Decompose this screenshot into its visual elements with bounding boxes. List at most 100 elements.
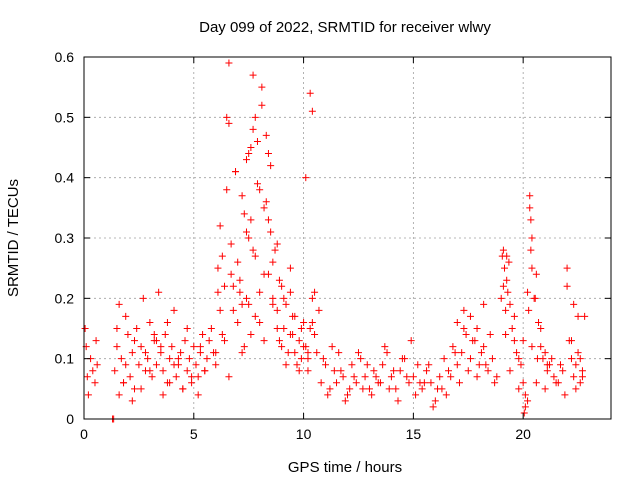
y-tick-label: 0.1 (55, 351, 75, 367)
data-point (425, 361, 433, 369)
data-point (113, 343, 121, 351)
data-point (576, 355, 584, 363)
data-point (578, 367, 586, 375)
data-point (352, 379, 360, 387)
data-point (297, 325, 305, 332)
data-point (256, 288, 264, 296)
data-point (249, 71, 257, 79)
data-point (232, 168, 240, 176)
data-point (306, 89, 314, 97)
data-point (460, 306, 468, 314)
data-point (528, 264, 536, 272)
data-point (392, 385, 400, 393)
data-point (194, 391, 202, 399)
data-point (269, 300, 277, 308)
data-point (464, 367, 472, 375)
data-point (247, 331, 255, 339)
data-point (229, 282, 237, 290)
data-point (438, 385, 446, 393)
data-point (227, 240, 235, 248)
data-point (227, 270, 235, 278)
data-point (282, 361, 290, 369)
y-tick-label: 0.6 (55, 49, 75, 65)
data-point (81, 325, 89, 332)
data-point (484, 367, 492, 375)
data-point (524, 397, 532, 405)
data-point (525, 306, 533, 314)
data-point (469, 337, 477, 345)
data-point (212, 349, 220, 357)
x-axis-label: GPS time / hours (288, 459, 402, 476)
data-point (449, 343, 457, 351)
data-point (488, 355, 496, 363)
data-point (297, 355, 305, 363)
data-point (122, 312, 130, 320)
data-point (574, 312, 582, 320)
data-point (273, 306, 281, 314)
data-point (497, 294, 505, 302)
data-point (135, 361, 143, 369)
data-point (365, 385, 373, 393)
data-point (453, 361, 461, 369)
data-point (561, 391, 569, 399)
data-point (559, 367, 567, 375)
data-point (379, 361, 387, 369)
data-point (242, 228, 250, 236)
data-point (541, 349, 549, 357)
data-point (83, 373, 91, 381)
data-point (521, 403, 529, 411)
data-point (300, 343, 308, 351)
data-point (482, 361, 490, 369)
data-point (293, 361, 301, 369)
data-point (172, 373, 180, 381)
data-point (269, 294, 277, 302)
data-point (447, 373, 455, 381)
data-point (207, 325, 215, 332)
data-point (163, 318, 171, 326)
data-point (333, 379, 341, 387)
y-tick-label: 0.3 (55, 230, 75, 246)
data-point (251, 312, 259, 320)
data-point (574, 349, 582, 357)
chart-title: Day 099 of 2022, SRMTID for receiver wlw… (199, 19, 491, 36)
data-point (245, 234, 253, 242)
data-point (247, 144, 255, 151)
data-point (563, 264, 571, 272)
data-point (188, 379, 196, 387)
data-point (126, 373, 134, 381)
data-point (181, 337, 189, 345)
data-point (420, 379, 428, 387)
data-point (543, 367, 551, 375)
data-point (264, 216, 272, 224)
data-point (368, 391, 376, 399)
data-point (346, 385, 354, 393)
data-point (357, 355, 365, 363)
data-point (218, 331, 226, 339)
data-point (458, 349, 466, 357)
data-point (196, 349, 204, 357)
data-point (295, 337, 303, 345)
data-point (519, 337, 527, 345)
data-point (152, 361, 160, 369)
data-point (533, 355, 541, 363)
data-point (453, 318, 461, 326)
data-point (170, 361, 178, 369)
data-point (196, 343, 204, 351)
data-point (271, 246, 279, 254)
data-point (157, 343, 165, 351)
data-point (84, 391, 92, 399)
data-point (398, 355, 406, 363)
data-point (532, 379, 540, 387)
data-point (550, 373, 558, 381)
data-point (223, 186, 231, 194)
data-point (317, 379, 325, 387)
data-point (146, 367, 154, 375)
data-point (440, 355, 448, 363)
data-point (510, 337, 518, 345)
data-point (521, 391, 529, 399)
data-point (524, 288, 532, 296)
x-tick-label: 20 (515, 426, 531, 442)
data-point (531, 294, 539, 302)
y-tick-label: 0 (66, 411, 74, 427)
